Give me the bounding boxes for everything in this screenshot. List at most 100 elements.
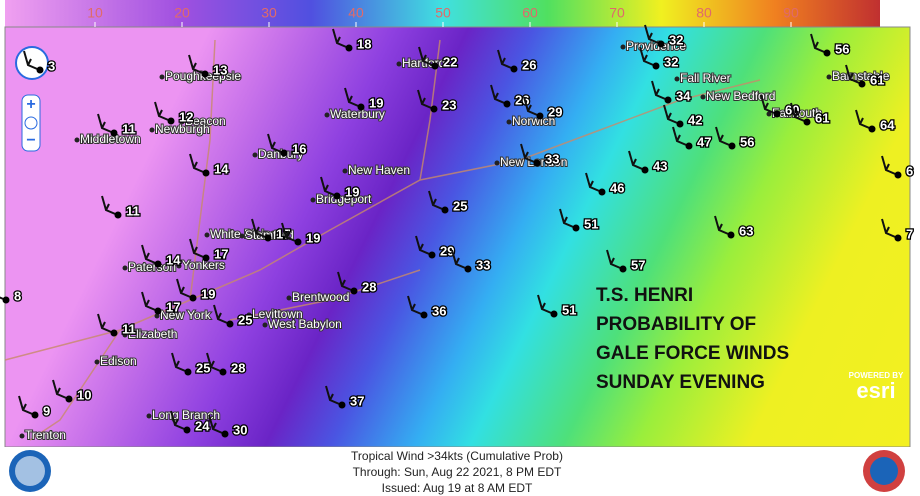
station-value: 23 [442, 97, 456, 112]
station-dot [598, 188, 606, 196]
station-dot [350, 287, 358, 295]
station-value: 42 [688, 112, 702, 127]
station-dot [431, 62, 439, 70]
station-dot [226, 320, 234, 328]
station-dot [280, 149, 288, 157]
station-value: 22 [443, 54, 457, 69]
station-dot [428, 251, 436, 259]
station-dot [202, 169, 210, 177]
station-value: 33 [545, 151, 559, 166]
footer-line: Issued: Aug 19 at 8 AM EDT [382, 481, 533, 495]
station-value: 25 [453, 198, 467, 213]
color-bar-label: 70 [609, 5, 625, 21]
city-dot [179, 119, 185, 125]
station-value: 7 [906, 226, 913, 241]
annotation-line: PROBABILITY OF [596, 314, 756, 335]
station-value: 19 [369, 95, 383, 110]
station-value: 11 [122, 321, 136, 336]
station-dot [221, 430, 229, 438]
city-dot [674, 76, 680, 82]
station-value: 17 [214, 246, 228, 261]
station-value: 17 [166, 299, 180, 314]
station-value: 56 [740, 134, 754, 149]
station-value: 61 [870, 72, 884, 87]
station-value: 47 [697, 134, 711, 149]
city-label: Newburgh [155, 122, 210, 136]
city-label: Trenton [25, 428, 66, 442]
city-dot [94, 359, 100, 365]
color-bar-label: 80 [696, 5, 712, 21]
city-dot [122, 265, 128, 271]
station-value: 26 [522, 57, 536, 72]
city-dot [19, 433, 25, 439]
footer [0, 447, 920, 496]
city-dot [766, 111, 772, 117]
station-value: 63 [739, 223, 753, 238]
station-dot [154, 307, 162, 315]
station-dot [294, 238, 302, 246]
station-value: 32 [664, 54, 678, 69]
nws-logo-inner [870, 457, 898, 485]
city-dot [154, 313, 160, 319]
zoom-controls[interactable]: + − [15, 46, 49, 152]
station-value: 34 [676, 88, 691, 103]
city-dot [494, 160, 500, 166]
map-area [4, 26, 911, 448]
station-value: 25 [238, 312, 252, 327]
station-value: 16 [292, 141, 306, 156]
svg-text:+: + [26, 96, 35, 113]
annotation-line: T.S. HENRI [596, 285, 693, 306]
city-label: Edison [100, 354, 137, 368]
annotation: T.S. HENRI PROBABILITY OF GALE FORCE WINDS… [596, 285, 789, 393]
station-dot [167, 117, 175, 125]
city-dot [262, 322, 268, 328]
station-dot [154, 260, 162, 268]
annotation-line: SUNDAY EVENING [596, 372, 765, 393]
color-bar-label: 60 [522, 5, 538, 21]
station-dot [510, 65, 518, 73]
station-dot [345, 44, 353, 52]
station-value: 11 [122, 121, 136, 136]
city-label: Yonkers [182, 258, 225, 272]
color-bar-label: 10 [87, 5, 103, 21]
station-dot [441, 206, 449, 214]
station-dot [333, 192, 341, 200]
station-dot [2, 296, 10, 304]
city-label: Waterbury [330, 107, 385, 121]
station-value: 29 [548, 104, 562, 119]
station-dot [31, 411, 39, 419]
city-label: Bridgeport [316, 192, 372, 206]
city-dot [324, 112, 330, 118]
city-label: Beacon [185, 114, 226, 128]
station-dot [550, 310, 558, 318]
station-value: 12 [179, 109, 193, 124]
station-dot [803, 118, 811, 126]
station-value: 13 [213, 62, 227, 77]
station-value: 32 [669, 32, 683, 47]
station-dot [727, 231, 735, 239]
city-label: West Babylon [268, 317, 342, 331]
color-bar-label: 30 [261, 5, 277, 21]
station-dot [430, 105, 438, 113]
station-dot [685, 142, 693, 150]
annotation-line: GALE FORCE WINDS [596, 343, 789, 364]
city-label: Paterson [128, 260, 176, 274]
station-value: 56 [835, 41, 849, 56]
station-dot [894, 171, 902, 179]
city-label: Levittown [252, 307, 303, 321]
svg-text:−: − [26, 132, 35, 149]
footer-line: Through: Sun, Aug 22 2021, 8 PM EDT [353, 465, 562, 479]
city-label: Middletown [80, 132, 141, 146]
city-dot [310, 197, 316, 203]
footer-line: Tropical Wind >34kts (Cumulative Prob) [351, 449, 563, 463]
station-dot [184, 368, 192, 376]
station-value: 61 [815, 110, 829, 125]
station-dot [619, 265, 627, 273]
station-dot [110, 329, 118, 337]
station-value: 51 [562, 302, 576, 317]
station-value: 51 [584, 216, 598, 231]
station-dot [65, 395, 73, 403]
station-dot [728, 142, 736, 150]
station-dot [36, 66, 44, 74]
